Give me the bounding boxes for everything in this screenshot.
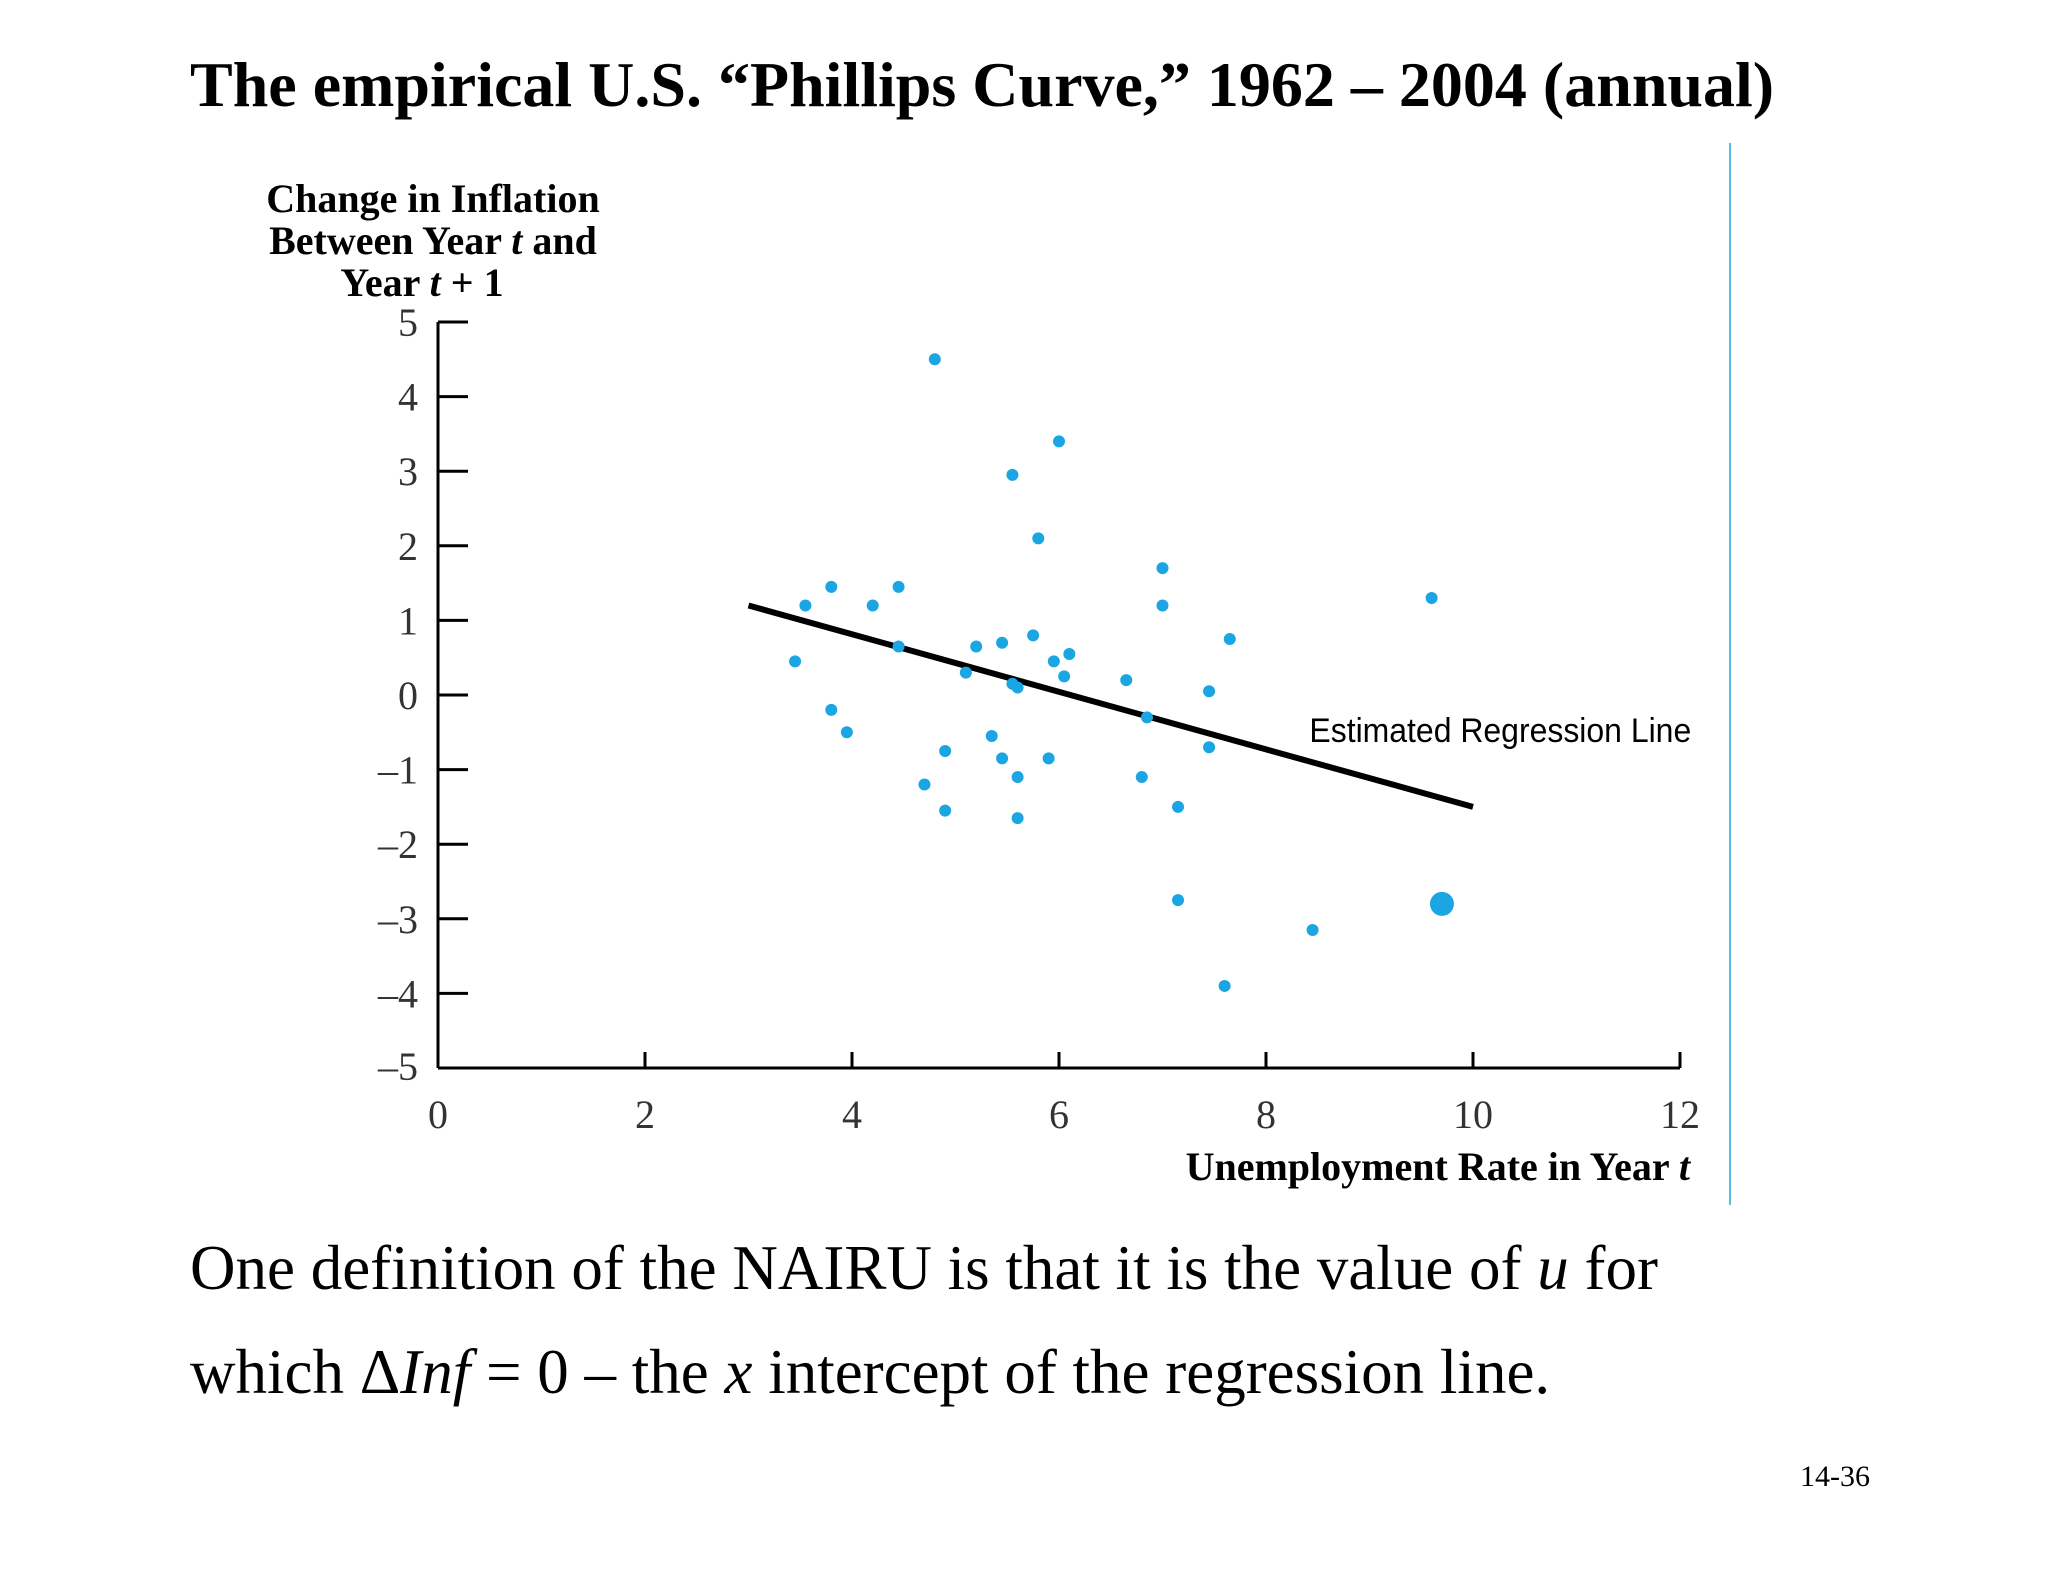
data-point <box>918 778 931 791</box>
data-point <box>892 640 905 653</box>
x-tick-label: 4 <box>842 1092 862 1137</box>
data-point <box>1011 812 1024 825</box>
y-tick-label: –1 <box>377 748 418 793</box>
y-tick-label: 0 <box>398 673 418 718</box>
data-point <box>866 599 879 612</box>
data-point <box>789 655 802 668</box>
y-tick-label: –5 <box>377 1044 418 1089</box>
slide-title: The empirical U.S. “Phillips Curve,” 196… <box>190 49 1775 120</box>
x-tick-label: 8 <box>1256 1092 1276 1137</box>
regression-line-group <box>747 602 1474 810</box>
data-point <box>996 636 1009 649</box>
data-point <box>1223 633 1236 646</box>
data-point <box>1156 562 1169 575</box>
y-axis-title-line3: Year t + 1 <box>340 260 503 305</box>
x-axis-title: Unemployment Rate in Year t <box>1186 1144 1692 1189</box>
data-point <box>1053 435 1065 448</box>
data-point <box>799 599 812 612</box>
slide-number: 14-36 <box>1800 1460 1870 1493</box>
data-point <box>1011 771 1024 784</box>
body-text-line2: which ΔInf = 0 – the x intercept of the … <box>190 1337 1551 1407</box>
data-point <box>1042 752 1055 765</box>
data-point <box>1120 674 1133 687</box>
axes <box>436 322 1680 1070</box>
data-point <box>1218 979 1231 992</box>
data-point <box>825 703 838 716</box>
data-point <box>1203 685 1216 698</box>
data-point <box>1140 711 1153 724</box>
data-point <box>840 726 853 739</box>
y-axis-title: Change in Inflation Between Year t and Y… <box>266 176 599 305</box>
data-point <box>1306 923 1319 936</box>
svg-text:Unemployment Rate in Year t: Unemployment Rate in Year t <box>1186 1144 1692 1189</box>
y-tick-label: 3 <box>398 449 418 494</box>
data-point <box>1006 468 1019 481</box>
data-point <box>928 353 941 366</box>
data-point <box>1058 670 1071 683</box>
regression-line-annotation: Estimated Regression Line <box>1309 711 1691 749</box>
y-tick-label: 1 <box>398 598 418 643</box>
data-point <box>985 730 998 743</box>
x-axis-ticks: 0 2 4 6 8 10 12 <box>428 1052 1700 1137</box>
data-point <box>1172 800 1185 813</box>
data-point <box>825 580 838 593</box>
data-points <box>789 353 1454 992</box>
data-point <box>1203 741 1216 754</box>
regression-line <box>747 602 1474 810</box>
y-tick-label: –3 <box>377 897 418 942</box>
data-point <box>996 752 1009 765</box>
data-point <box>1047 655 1060 668</box>
data-point <box>1063 647 1076 660</box>
data-point <box>959 666 972 679</box>
y-tick-label: –2 <box>377 822 418 867</box>
x-tick-label: 6 <box>1049 1092 1069 1137</box>
data-point <box>939 744 952 757</box>
data-point <box>1032 532 1045 545</box>
y-axis-ticks: 5 4 3 2 1 0 –1 –2 –3 –4 –5 <box>377 300 468 1089</box>
data-point <box>1172 894 1185 907</box>
data-point <box>1425 592 1438 605</box>
data-point <box>892 580 905 593</box>
data-point <box>939 804 952 817</box>
data-point <box>1027 629 1040 642</box>
x-tick-label: 10 <box>1453 1092 1493 1137</box>
data-point <box>1156 599 1169 612</box>
body-text-line1: One definition of the NAIRU is that it i… <box>190 1233 1658 1303</box>
data-point <box>1011 681 1024 694</box>
y-axis-title-line2: Between Year t and <box>269 218 597 263</box>
y-tick-label: 2 <box>398 524 418 569</box>
x-tick-label: 12 <box>1660 1092 1700 1137</box>
data-point-highlighted <box>1429 891 1454 916</box>
data-point <box>1135 771 1148 784</box>
x-tick-label: 0 <box>428 1092 448 1137</box>
y-tick-label: 5 <box>398 300 418 345</box>
y-axis-title-line1: Change in Inflation <box>266 176 599 221</box>
data-point <box>970 640 983 653</box>
y-tick-label: 4 <box>398 375 418 420</box>
y-tick-label: –4 <box>377 971 418 1016</box>
x-tick-label: 2 <box>635 1092 655 1137</box>
